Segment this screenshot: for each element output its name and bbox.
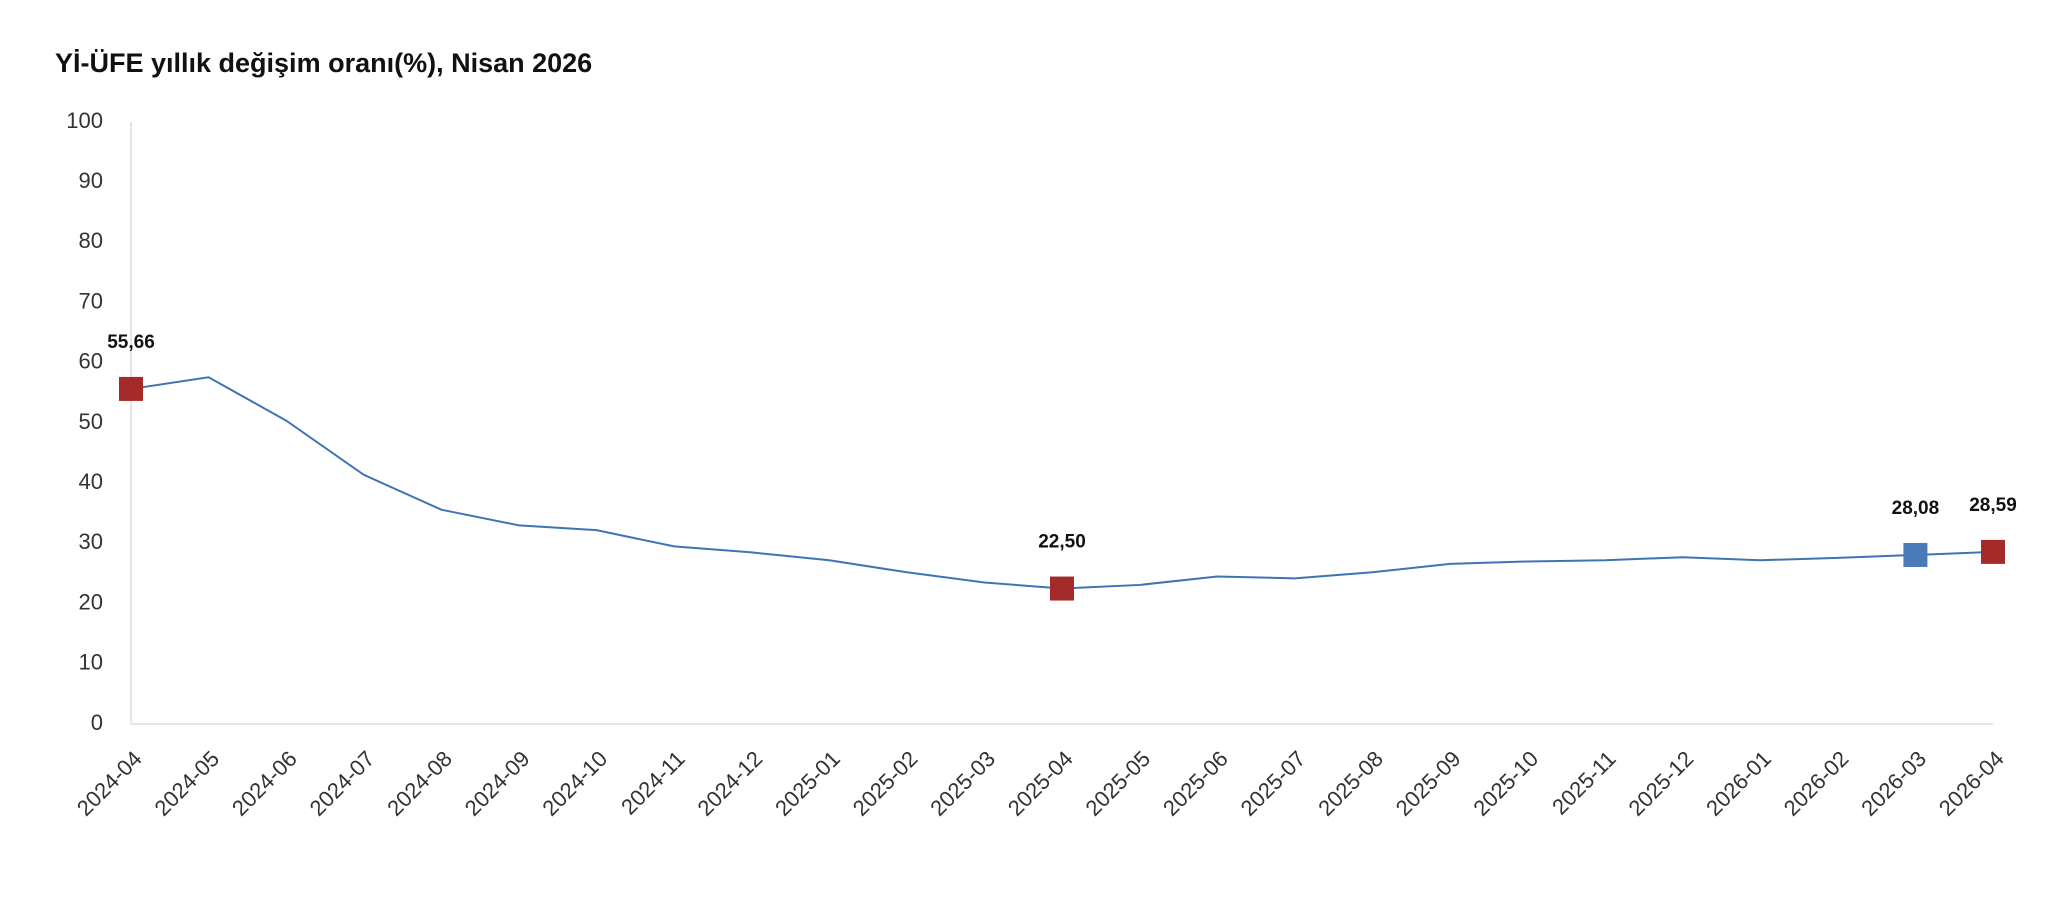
y-tick-label: 30 [79,529,103,554]
x-tick-label: 2025-06 [1158,746,1233,821]
x-tick-label: 2026-01 [1701,746,1776,821]
x-tick-label: 2026-02 [1779,746,1854,821]
y-tick-label: 80 [79,228,103,253]
data-label: 22,50 [1038,532,1086,553]
x-tick-label: 2025-05 [1080,746,1155,821]
x-tick-label: 2024-10 [537,746,612,821]
chart-title: Yİ-ÜFE yıllık değişim oranı(%), Nisan 20… [55,48,592,78]
data-label: 28,59 [1969,495,2017,516]
marker [1050,576,1074,601]
marker [1903,542,1928,567]
y-tick-label: 0 [91,710,103,735]
x-tick-label: 2024-05 [149,746,224,821]
y-tick-label: 60 [79,349,103,374]
y-tick-label: 50 [79,409,103,434]
data-label: 55,66 [107,332,155,353]
x-tick-label: 2024-08 [382,746,457,821]
x-tick-label: 2025-11 [1547,746,1621,820]
y-tick-label: 10 [79,650,103,675]
x-tick-label: 2024-09 [460,746,535,821]
x-tick-label: 2025-12 [1624,746,1699,821]
x-tick-label: 2025-04 [1003,746,1078,821]
y-tick-label: 90 [79,168,103,193]
x-tick-label: 2026-03 [1856,746,1931,821]
x-tick-label: 2025-02 [848,746,923,821]
x-tick-label: 2024-04 [72,746,147,821]
y-tick-label: 100 [66,108,103,133]
x-tick-label: 2025-07 [1236,746,1311,821]
x-tick-label: 2025-10 [1468,746,1543,821]
x-tick-label: 2025-08 [1313,746,1388,821]
x-tick-label: 2026-04 [1934,746,2009,821]
x-tick-label: 2025-09 [1391,746,1466,821]
x-tick-label: 2024-11 [616,746,690,820]
marker [119,376,143,401]
y-tick-label: 70 [79,288,103,313]
x-tick-label: 2024-12 [693,746,768,821]
y-tick-label: 40 [79,469,103,494]
line [130,376,1994,590]
x-tick-label: 2025-01 [770,746,845,821]
y-tick-label: 20 [79,589,103,614]
x-tick-label: 2024-07 [305,746,380,821]
data-label: 28,08 [1892,498,1940,519]
marker [1981,539,2005,564]
x-tick-label: 2025-03 [925,746,1000,821]
x-tick-label: 2024-06 [227,746,302,821]
